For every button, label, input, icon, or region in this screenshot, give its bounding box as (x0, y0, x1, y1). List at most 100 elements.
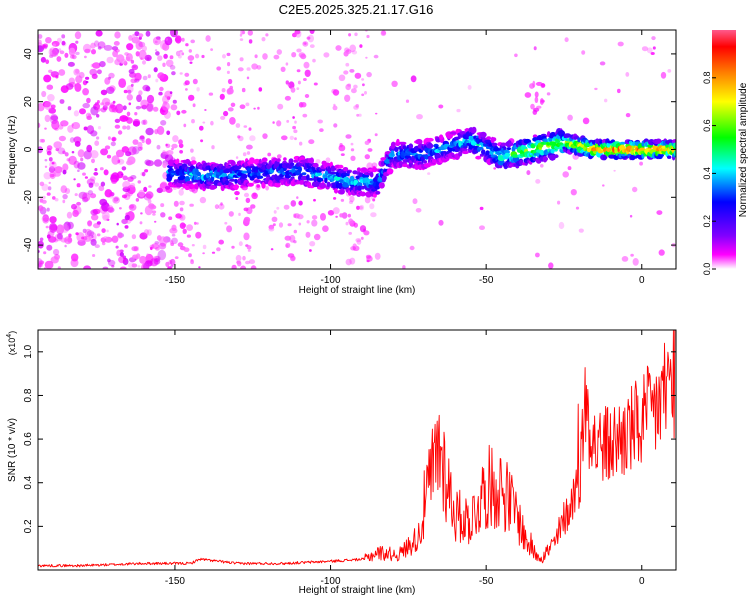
noise-blob-918 (50, 104, 56, 109)
noise-blob-75 (289, 135, 294, 140)
noise-blob-846 (339, 143, 343, 148)
ridge-blob-455 (330, 178, 335, 182)
noise-blob-367 (46, 145, 53, 151)
noise-blob-89 (51, 119, 60, 130)
ridge-blob-305 (276, 158, 281, 163)
noise-blob-882 (270, 248, 274, 251)
noise-blob-1000 (119, 266, 127, 269)
noise-blob-179 (136, 94, 142, 103)
noise-blob-52 (49, 54, 54, 58)
noise-blob-956 (89, 68, 98, 76)
noise-blob-448 (237, 67, 244, 72)
noise-blob-498 (87, 220, 92, 226)
noise-blob-1021 (349, 44, 357, 53)
noise-blob-354 (112, 137, 116, 142)
noise-blob-194 (126, 111, 131, 117)
noise-blob-1017 (358, 113, 362, 117)
noise-blob-213 (243, 192, 250, 198)
noise-blob-127 (123, 89, 128, 94)
noise-blob-534 (204, 109, 207, 111)
noise-blob-461 (191, 244, 195, 247)
noise-blob-617 (298, 200, 303, 206)
noise-blob-700 (208, 92, 214, 96)
noise-blob-655 (242, 30, 246, 35)
noise-blob-996 (111, 178, 118, 184)
noise-blob-924 (116, 222, 119, 226)
noise-blob-704 (117, 231, 123, 239)
noise-blob-396 (195, 231, 202, 239)
noise-blob-553 (91, 158, 95, 164)
noise-blob-981 (296, 214, 304, 220)
noise-blob-673 (332, 89, 340, 96)
noise-blob-761 (62, 169, 67, 175)
spectrogram-y-tick-label-1: -20 (23, 190, 34, 205)
noise-blob-267 (56, 224, 65, 235)
noise-blob-500 (126, 43, 134, 51)
noise-blob-340 (630, 253, 634, 257)
noise-blob-626 (254, 54, 258, 59)
noise-blob-80 (139, 255, 147, 264)
noise-blob-317 (145, 127, 154, 136)
noise-blob-741 (53, 171, 61, 177)
noise-blob-851 (62, 194, 68, 200)
snr-y-tick-label-0: 0.2 (23, 519, 34, 533)
noise-blob-648 (184, 72, 190, 77)
noise-blob-310 (292, 116, 295, 119)
noise-blob-224 (85, 80, 89, 84)
noise-blob-536 (178, 54, 182, 59)
noise-blob-763 (67, 106, 72, 111)
noise-blob-274 (562, 171, 569, 178)
side-blob-9 (539, 98, 544, 105)
noise-blob-188 (558, 221, 565, 230)
noise-blob-652 (320, 213, 326, 221)
ridge-blob-880 (486, 136, 491, 140)
noise-blob-364 (196, 222, 199, 225)
noise-blob-469 (68, 155, 77, 165)
noise-blob-866 (347, 213, 351, 218)
noise-blob-167 (80, 157, 84, 162)
noise-blob-920 (122, 175, 128, 181)
noise-blob-811 (295, 30, 302, 38)
noise-blob-633 (75, 75, 83, 84)
noise-blob-563 (145, 30, 151, 37)
noise-blob-535 (141, 139, 145, 144)
noise-blob-901 (594, 87, 598, 91)
noise-blob-152 (62, 150, 66, 155)
noise-blob-280 (86, 178, 96, 186)
noise-blob-1029 (120, 58, 127, 65)
ridge-blob-390 (307, 178, 315, 181)
ridge-blob-868 (479, 131, 487, 138)
noise-blob-1011 (134, 78, 140, 83)
noise-blob-413 (237, 260, 242, 267)
noise-blob-783 (246, 67, 251, 71)
noise-blob-978 (41, 216, 49, 222)
ridge-blob-946 (509, 142, 514, 146)
noise-blob-69 (239, 104, 246, 109)
ridge-blob-1138 (580, 143, 584, 149)
noise-blob-269 (126, 94, 133, 101)
spectrogram-y-axis-label: Frequency (Hz) (7, 116, 18, 185)
noise-blob-446 (57, 147, 66, 155)
noise-blob-184 (96, 114, 100, 118)
noise-blob-594 (82, 192, 91, 202)
noise-blob-609 (73, 110, 79, 117)
snr-x-tick-label-3: 0 (639, 576, 645, 587)
noise-blob-579 (41, 199, 47, 204)
noise-blob-942 (285, 62, 289, 66)
side-blob-13 (541, 83, 546, 88)
noise-blob-350 (101, 228, 106, 234)
noise-blob-128 (246, 76, 250, 80)
noise-blob-235 (185, 88, 188, 91)
ridge-blob-525 (356, 167, 361, 172)
ridge-blob-403 (312, 162, 319, 168)
ridge-blob-1031 (539, 149, 545, 156)
noise-blob-7 (165, 143, 168, 147)
noise-blob-731 (333, 103, 336, 107)
noise-blob-636 (175, 213, 182, 219)
noise-blob-120 (73, 68, 80, 76)
ridge-blob-70 (190, 160, 197, 165)
noise-blob-959 (247, 30, 253, 36)
ridge-blob-53 (184, 184, 190, 191)
noise-blob-748 (124, 225, 129, 229)
